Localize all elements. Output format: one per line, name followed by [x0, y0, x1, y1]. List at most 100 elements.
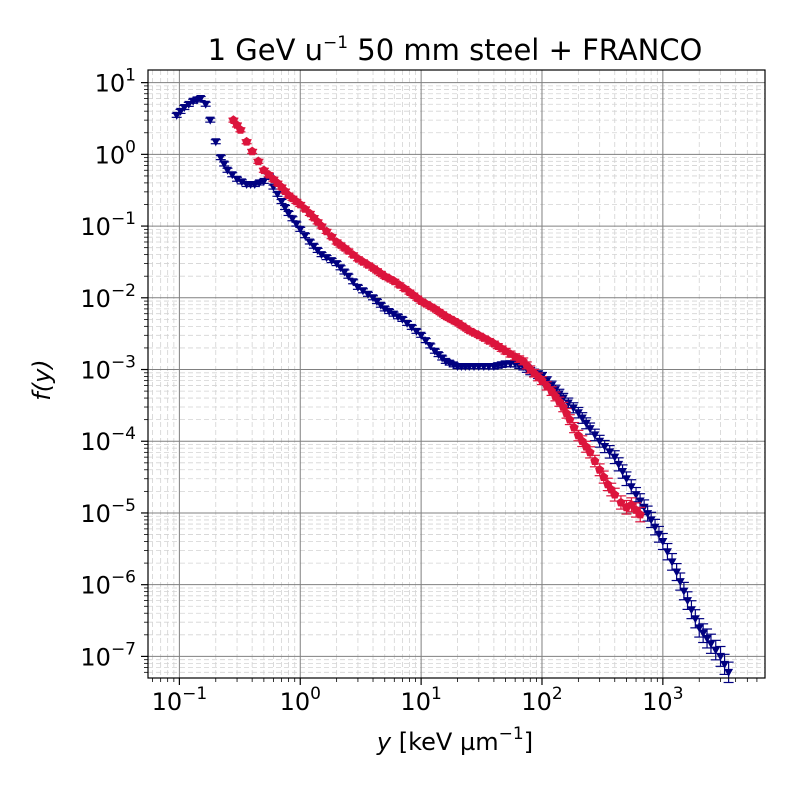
x-tick-label: 103 [642, 684, 683, 716]
data-point [317, 221, 327, 230]
y-tick-label: 101 [95, 66, 136, 98]
data-point [595, 437, 605, 446]
data-point [201, 100, 211, 109]
data-point [616, 497, 626, 507]
data-point [411, 327, 421, 336]
data-point [295, 225, 305, 234]
data-point [339, 268, 349, 277]
data-point [259, 177, 269, 186]
data-point [216, 154, 226, 163]
y-tick-labels: 101 100 10−1 10−2 10−3 10−4 10−5 10−6 10−7 [80, 66, 136, 672]
data-point [291, 220, 301, 229]
data-point [568, 404, 578, 413]
data-point [563, 399, 573, 408]
data-point [724, 668, 734, 677]
data-point [654, 530, 664, 539]
data-point [280, 203, 290, 212]
data-point [416, 331, 426, 340]
grid [148, 70, 765, 678]
data-point [336, 264, 346, 273]
data-point [196, 95, 206, 104]
data-point [205, 116, 215, 125]
data-point [626, 500, 636, 509]
y-tick-label: 10−1 [80, 209, 136, 241]
data-point [711, 646, 721, 655]
data-point [305, 238, 315, 247]
data-point [690, 615, 700, 624]
data-point [327, 257, 337, 266]
data-point [402, 319, 412, 328]
data-point [542, 381, 552, 390]
data-point [667, 558, 677, 567]
chart-title: 1 GeV u−1 50 mm steel + FRANCO [208, 33, 703, 67]
data-point [421, 337, 431, 346]
data-point [247, 146, 257, 156]
data-point [658, 538, 668, 547]
data-point [287, 215, 297, 224]
data-point [569, 422, 579, 432]
data-point [425, 342, 435, 351]
y-tick-label: 10−6 [80, 568, 136, 600]
data-point [222, 166, 232, 175]
data-point [581, 419, 591, 428]
y-tick-label: 10−5 [80, 496, 136, 528]
data-point [662, 548, 672, 557]
data-point [322, 226, 332, 236]
y-tick-label: 10−4 [80, 424, 136, 456]
x-tick-labels: 10−1 100 101 102 103 [152, 684, 684, 716]
x-tick-label: 101 [400, 684, 441, 716]
data-point [272, 190, 282, 199]
data-point [694, 624, 704, 633]
data-point [585, 447, 595, 457]
plot-frame [147, 69, 766, 679]
data-point [253, 156, 263, 166]
data-point [573, 430, 583, 440]
data-point [327, 231, 337, 241]
data-point [309, 242, 319, 251]
data-point [720, 660, 730, 669]
data-point [211, 138, 221, 147]
x-tick-label: 10−1 [152, 684, 208, 716]
x-axis-label: y [keV µm−1] [376, 724, 533, 756]
data-point [397, 315, 407, 324]
data-point [313, 246, 323, 255]
data-point [353, 283, 363, 292]
data-point [227, 171, 237, 180]
data-point [317, 251, 327, 260]
data-point [590, 456, 600, 465]
tick-marks [141, 82, 758, 685]
data-point [332, 260, 342, 269]
data-point [322, 254, 332, 263]
data-point [300, 232, 310, 241]
data-point [348, 278, 358, 287]
data-point [698, 629, 708, 638]
data-series [171, 95, 734, 684]
y-tick-label: 10−3 [80, 353, 136, 385]
x-tick-label: 100 [280, 684, 321, 716]
data-point [358, 287, 368, 296]
data-point [650, 523, 660, 532]
data-point [219, 160, 229, 169]
data-point [284, 209, 294, 218]
x-tick-label: 102 [521, 684, 562, 716]
data-point [706, 640, 716, 649]
data-point [407, 323, 417, 332]
data-point [235, 125, 245, 134]
y-tick-label: 10−2 [80, 281, 136, 313]
series-2 [228, 115, 646, 523]
data-point [565, 414, 575, 424]
y-tick-label: 100 [95, 137, 136, 169]
data-point [646, 516, 656, 525]
data-point [577, 414, 587, 423]
data-point [635, 509, 645, 519]
data-point [702, 634, 712, 643]
data-point [363, 290, 373, 299]
data-point [537, 375, 547, 385]
y-axis-label: f(y) [28, 359, 56, 400]
data-point [277, 198, 287, 207]
data-point [343, 272, 353, 281]
data-point [242, 136, 252, 146]
y-tick-label: 10−7 [80, 639, 136, 671]
